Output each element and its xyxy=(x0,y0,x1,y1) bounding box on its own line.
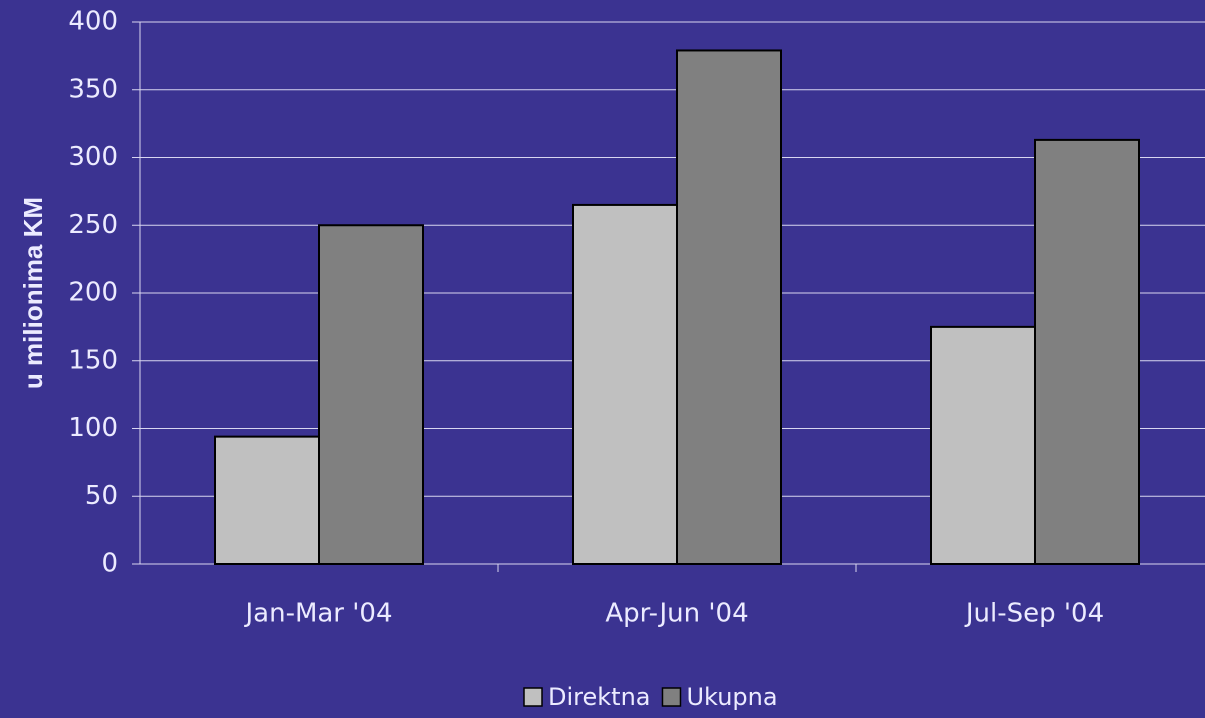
y-tick-label: 250 xyxy=(68,210,118,240)
x-tick-label: Jan-Mar '04 xyxy=(243,599,392,629)
x-tick-label: Apr-Jun '04 xyxy=(605,599,748,629)
y-tick-label: 100 xyxy=(68,413,118,443)
y-tick-label: 200 xyxy=(68,278,118,308)
y-tick-label: 400 xyxy=(68,7,118,37)
bar xyxy=(214,435,320,566)
y-tick-label: 150 xyxy=(68,345,118,375)
x-tick-label: Jul-Sep '04 xyxy=(964,599,1104,629)
bar xyxy=(1034,138,1140,565)
legend-swatch xyxy=(523,687,543,707)
legend-label: Direktna xyxy=(548,683,650,711)
bar xyxy=(676,49,782,565)
y-tick-label: 50 xyxy=(85,481,118,511)
bar xyxy=(572,203,678,566)
y-tick-label: 0 xyxy=(101,549,118,579)
bar xyxy=(318,224,424,565)
y-tick-label: 350 xyxy=(68,74,118,104)
y-tick-label: 300 xyxy=(68,142,118,172)
legend-swatch xyxy=(661,687,682,707)
bar xyxy=(930,325,1036,565)
y-axis-title: u milionima KM xyxy=(18,197,48,389)
legend-label: Ukupna xyxy=(686,683,777,711)
